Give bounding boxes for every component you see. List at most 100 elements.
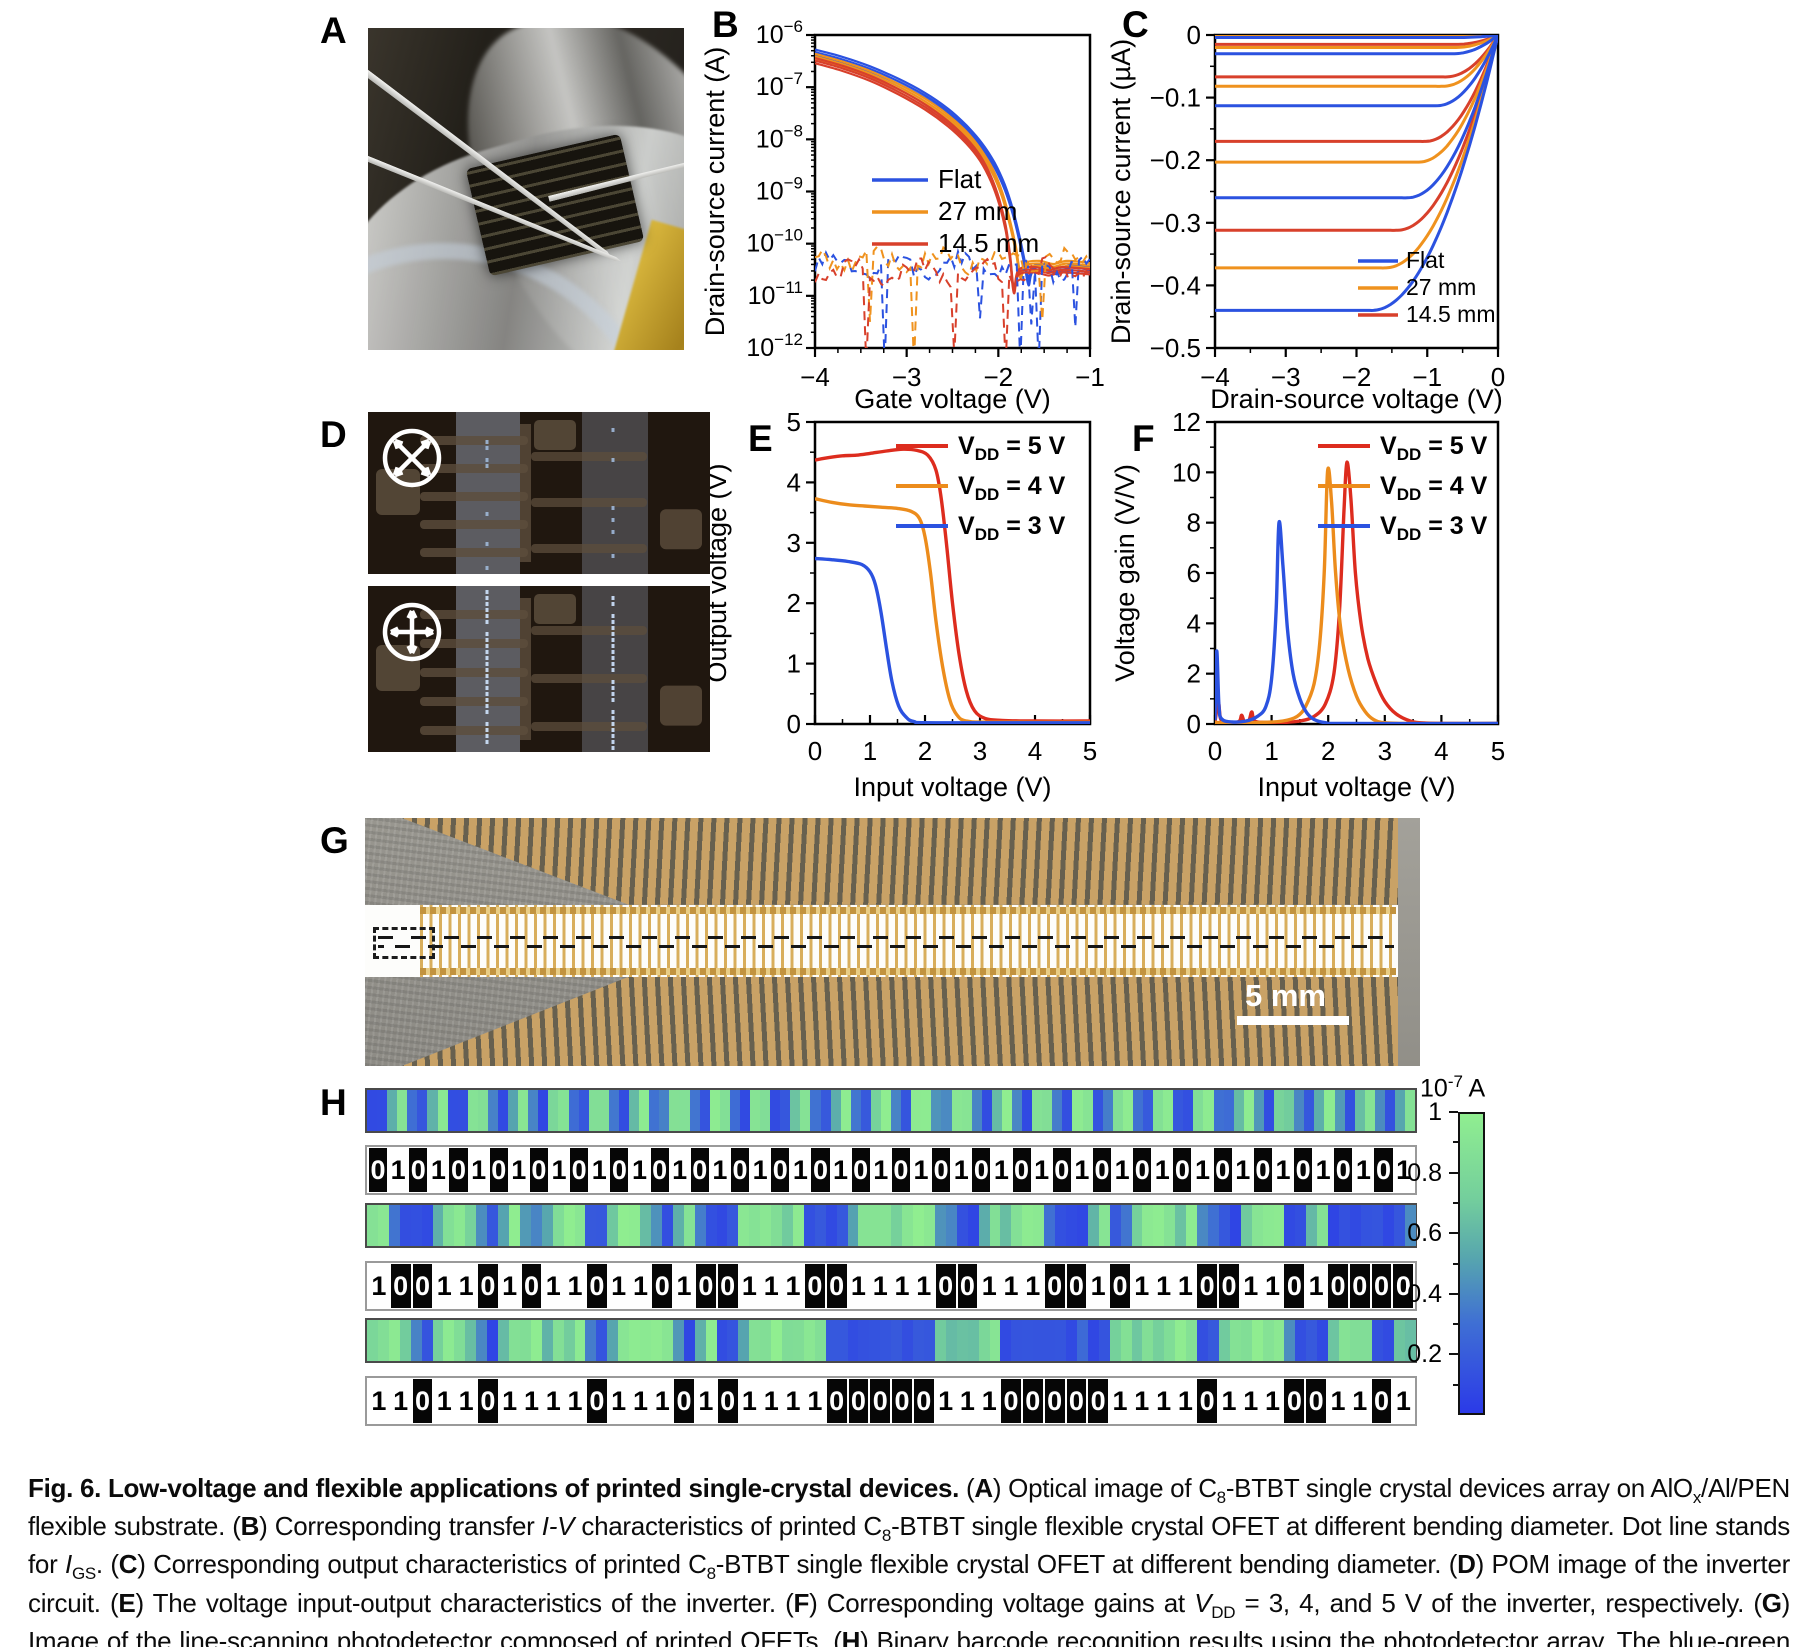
heatmap-cell bbox=[1284, 1205, 1296, 1246]
heatmap-cell bbox=[931, 1090, 942, 1131]
barcode-bit-cell: 0 bbox=[1334, 1148, 1353, 1192]
heatmap-cell bbox=[437, 1090, 448, 1131]
heatmap-cell bbox=[578, 1090, 589, 1131]
heatmap-cell bbox=[1022, 1320, 1034, 1361]
heatmap-cell bbox=[1000, 1205, 1012, 1246]
barcode-bit-cell: 0 bbox=[1001, 1379, 1021, 1423]
heatmap-cell bbox=[672, 1320, 684, 1361]
barcode-bit-cell: 1 bbox=[434, 1379, 455, 1423]
heatmap-cell bbox=[1349, 1205, 1361, 1246]
heatmap-cell bbox=[588, 1090, 599, 1131]
barcode-bit-cell: 0 bbox=[1022, 1379, 1043, 1423]
colorbar-tick-label: 0.2 bbox=[1407, 1340, 1442, 1369]
heatmap-cell bbox=[705, 1320, 717, 1361]
heatmap-cell bbox=[467, 1090, 478, 1131]
svg-text:0: 0 bbox=[787, 709, 801, 739]
svg-text:−1: −1 bbox=[1075, 362, 1105, 392]
heatmap-cell bbox=[860, 1090, 871, 1131]
pom-micrograph bbox=[368, 586, 710, 752]
heatmap-cell bbox=[629, 1090, 640, 1131]
barcode-bit-cell: 1 bbox=[1240, 1264, 1261, 1308]
heatmap-cell bbox=[661, 1320, 673, 1361]
barcode-bit-cell: 1 bbox=[848, 1264, 869, 1308]
barcode-bit-cell: 0 bbox=[586, 1379, 607, 1423]
heatmap-cell bbox=[465, 1320, 477, 1361]
heatmap-cell bbox=[608, 1090, 619, 1131]
heatmap-cell bbox=[1253, 1090, 1264, 1131]
svg-text:10−6: 10−6 bbox=[756, 17, 803, 49]
heatmap-cell bbox=[528, 1090, 539, 1131]
heatmap-cell bbox=[727, 1320, 739, 1361]
heatmap-cell bbox=[530, 1205, 542, 1246]
heatmap-cell bbox=[951, 1090, 962, 1131]
heatmap-cell bbox=[869, 1205, 881, 1246]
barcode-bit-cell: 1 bbox=[911, 1148, 931, 1192]
heatmap-cell bbox=[924, 1320, 935, 1361]
barcode-bit-cell: 1 bbox=[1193, 1148, 1212, 1192]
caption-text-run: -BTBT single crystal devices array on Al… bbox=[1225, 1473, 1693, 1503]
heatmap-cell bbox=[1339, 1205, 1350, 1246]
svg-text:12: 12 bbox=[1172, 407, 1201, 437]
panel-h-label: H bbox=[320, 1082, 347, 1123]
series-curves bbox=[815, 48, 1090, 348]
panel-b-label: B bbox=[712, 4, 739, 45]
heatmap-cell bbox=[792, 1205, 804, 1246]
heatmap-cell bbox=[1143, 1090, 1154, 1131]
svg-text:−4: −4 bbox=[800, 362, 830, 392]
pom-micrograph bbox=[368, 412, 710, 574]
dashed-scan-line bbox=[377, 936, 1394, 940]
heatmap-cell bbox=[814, 1205, 826, 1246]
caption-text-run: ) Corresponding voltage gains at bbox=[809, 1587, 1195, 1618]
caption-text-run: C bbox=[118, 1549, 138, 1580]
heatmap-cell bbox=[1240, 1320, 1252, 1361]
heatmap-cell bbox=[388, 1320, 400, 1361]
heatmap-cell bbox=[1082, 1090, 1093, 1131]
caption-text-run: ) Corresponding transfer bbox=[259, 1511, 542, 1542]
photocurrent-heatmap-row bbox=[365, 1203, 1417, 1248]
svg-text:10: 10 bbox=[1172, 457, 1201, 487]
caption-text-run: x bbox=[1692, 1488, 1702, 1508]
barcode-bit-cell: 1 bbox=[630, 1148, 649, 1192]
heatmap-cell bbox=[367, 1090, 378, 1131]
svg-text:−1: −1 bbox=[1412, 362, 1442, 392]
heatmap-cell bbox=[596, 1320, 608, 1361]
barcode-bit-cell: 0 bbox=[1393, 1264, 1414, 1308]
barcode-bit-cell: 1 bbox=[670, 1148, 689, 1192]
caption-text-run: -BTBT single flexible crystal OFET at di… bbox=[28, 1511, 1790, 1580]
heatmap-cell bbox=[1393, 1320, 1405, 1361]
svg-text:10−8: 10−8 bbox=[756, 121, 803, 153]
heatmap-cell bbox=[1098, 1205, 1110, 1246]
heatmap-cell bbox=[847, 1205, 859, 1246]
barcode-bit-cell: 1 bbox=[935, 1379, 956, 1423]
barcode-bit-cell: 0 bbox=[1371, 1264, 1392, 1308]
heatmap-cell bbox=[978, 1320, 990, 1361]
caption-text-run: 8 bbox=[881, 1526, 892, 1546]
barcode-bit-cell: 1 bbox=[1219, 1379, 1239, 1423]
heatmap-cell bbox=[792, 1320, 804, 1361]
barcode-bit-cell: 1 bbox=[608, 1379, 629, 1423]
transfer-iv-chart: 10−6 10−7 10−8 10−9 10−10 10−11 10−12−4 −3 −2 −1 G… bbox=[700, 17, 1105, 414]
heatmap-cell bbox=[1022, 1090, 1033, 1131]
barcode-bit-cell: 1 bbox=[369, 1379, 389, 1423]
barcode-bit-cell: 0 bbox=[1088, 1379, 1109, 1423]
barcode-bit-cell: 0 bbox=[771, 1148, 790, 1192]
heatmap-cell bbox=[1122, 1090, 1133, 1131]
heatmap-cell bbox=[760, 1320, 772, 1361]
heatmap-cell bbox=[1076, 1205, 1088, 1246]
photodetector-image: 5 mm bbox=[365, 818, 1420, 1066]
heatmap-cell bbox=[891, 1320, 903, 1361]
colorbar-tick-label: 0.4 bbox=[1407, 1279, 1442, 1308]
caption-text-run: D bbox=[1457, 1549, 1476, 1580]
svg-text:10−12: 10−12 bbox=[746, 330, 803, 362]
barcode-bit-cell: 0 bbox=[932, 1148, 951, 1192]
heatmap-cell bbox=[1304, 1090, 1315, 1131]
barcode-bit-cell: 1 bbox=[1153, 1379, 1174, 1423]
barcode-bit-cell: 1 bbox=[630, 1264, 651, 1308]
svg-text:−0.5: −0.5 bbox=[1150, 333, 1201, 363]
